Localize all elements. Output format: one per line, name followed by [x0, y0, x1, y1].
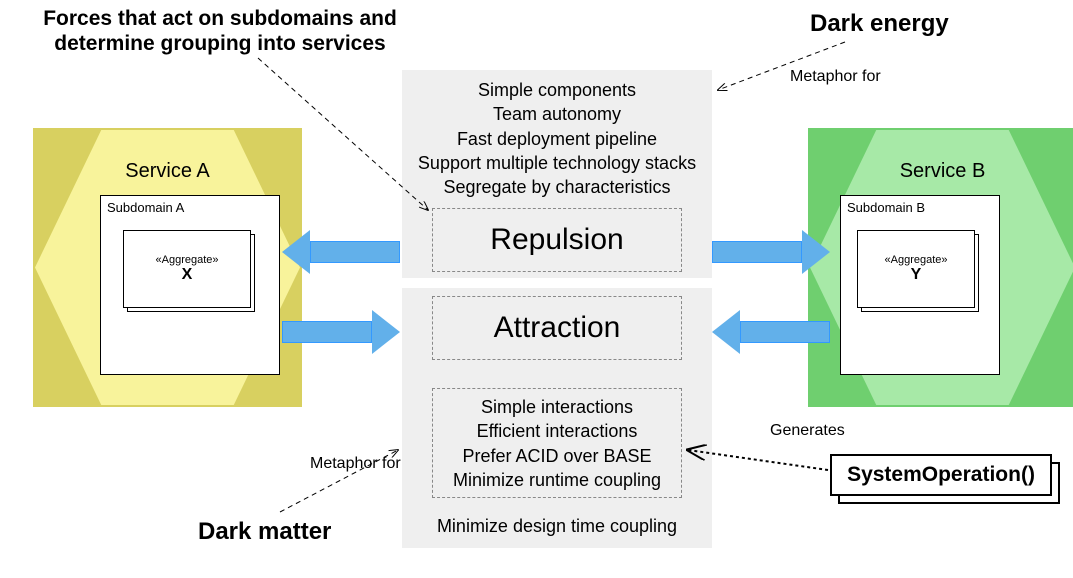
aggregate-a-stereotype: «Aggregate» [124, 254, 250, 266]
metaphor-top: Metaphor for [790, 68, 881, 86]
arrow-body [740, 321, 830, 343]
aggregate-b-box: «Aggregate» Y [857, 230, 975, 308]
attraction-label: Attraction [494, 311, 621, 345]
arrow-head-icon [712, 310, 740, 354]
service-a-title-text: Service A [125, 160, 209, 182]
service-b-title: Service B [810, 160, 1073, 183]
arrow-repulsion-right [712, 230, 830, 274]
subdomain-b-label: Subdomain B [841, 196, 999, 219]
generates-text: Generates [770, 422, 845, 439]
subdomain-a-label: Subdomain A [101, 196, 279, 219]
repulsion-item: Support multiple technology stacks [402, 151, 712, 175]
service-a-title: Service A [35, 160, 300, 183]
dark-energy-label: Dark energy [810, 10, 949, 38]
repulsion-items: Simple components Team autonomy Fast dep… [402, 70, 712, 199]
system-op-text: SystemOperation() [847, 463, 1035, 487]
attraction-item: Minimize runtime coupling [433, 468, 681, 492]
metaphor-top-text: Metaphor for [790, 68, 881, 85]
repulsion-item: Team autonomy [402, 102, 712, 126]
repulsion-item: Simple components [402, 78, 712, 102]
arrow-repulsion-left [282, 230, 400, 274]
title-forces-text: Forces that act on subdomains and determ… [43, 7, 397, 55]
metaphor-bottom: Metaphor for [310, 455, 401, 473]
attraction-footer-text: Minimize design time coupling [437, 516, 677, 536]
aggregate-a-name: X [124, 266, 250, 284]
repulsion-label-box: Repulsion [432, 208, 682, 272]
repulsion-item: Segregate by characteristics [402, 175, 712, 199]
subdomain-b-box: Subdomain B «Aggregate» Y [840, 195, 1000, 375]
attraction-item: Simple interactions [433, 395, 681, 419]
title-forces: Forces that act on subdomains and determ… [40, 6, 400, 56]
dark-matter-label: Dark matter [198, 518, 331, 546]
arrow-body [282, 321, 372, 343]
aggregate-b-name: Y [858, 266, 974, 284]
repulsion-item: Fast deployment pipeline [402, 127, 712, 151]
arrow-body [712, 241, 802, 263]
attraction-label-box: Attraction [432, 296, 682, 360]
dark-energy-text: Dark energy [810, 10, 949, 37]
aggregate-a-box: «Aggregate» X [123, 230, 251, 308]
arrow-body [310, 241, 400, 263]
metaphor-bottom-text: Metaphor for [310, 455, 401, 472]
generates-label: Generates [770, 422, 845, 440]
attraction-items-box: Simple interactions Efficient interactio… [432, 388, 682, 498]
attraction-footer: Minimize design time coupling [402, 516, 712, 537]
attraction-item: Prefer ACID over BASE [433, 444, 681, 468]
system-op-box: SystemOperation() [830, 454, 1052, 496]
repulsion-label: Repulsion [490, 223, 623, 257]
arrow-attraction-left [282, 310, 400, 354]
arrow-head-icon [802, 230, 830, 274]
dark-matter-text: Dark matter [198, 518, 331, 545]
service-b-title-text: Service B [900, 160, 986, 182]
arrow-attraction-right [712, 310, 830, 354]
arrow-head-icon [282, 230, 310, 274]
arrow-head-icon [372, 310, 400, 354]
aggregate-b-stereotype: «Aggregate» [858, 254, 974, 266]
subdomain-a-box: Subdomain A «Aggregate» X [100, 195, 280, 375]
attraction-item: Efficient interactions [433, 419, 681, 443]
